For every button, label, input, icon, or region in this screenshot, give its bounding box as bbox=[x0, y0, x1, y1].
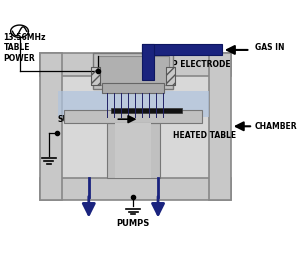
Text: TOP ELECTRODE: TOP ELECTRODE bbox=[160, 60, 230, 69]
Bar bbox=[209, 54, 231, 200]
Bar bbox=[166, 67, 175, 85]
Text: 13.56MHz
TABLE
POWER: 13.56MHz TABLE POWER bbox=[4, 33, 46, 63]
Bar bbox=[98, 56, 169, 85]
Bar bbox=[40, 54, 231, 76]
Bar bbox=[64, 110, 201, 123]
Bar bbox=[40, 54, 231, 200]
Bar bbox=[40, 178, 231, 200]
Bar bbox=[40, 54, 62, 200]
Bar bbox=[91, 67, 100, 85]
Bar bbox=[142, 44, 222, 55]
Text: PUMPS: PUMPS bbox=[117, 219, 150, 229]
Bar bbox=[107, 123, 160, 178]
Bar bbox=[58, 91, 209, 117]
Bar bbox=[102, 83, 164, 93]
Text: CHAMBER: CHAMBER bbox=[255, 122, 297, 131]
Bar bbox=[91, 67, 100, 85]
Text: SUBSTRATE: SUBSTRATE bbox=[58, 115, 108, 124]
Bar bbox=[115, 123, 151, 178]
Bar bbox=[166, 67, 175, 85]
Bar bbox=[49, 60, 222, 191]
Bar bbox=[93, 54, 173, 89]
Bar bbox=[111, 108, 182, 113]
Text: GAS IN: GAS IN bbox=[255, 43, 284, 52]
Text: HEATED TABLE: HEATED TABLE bbox=[173, 131, 236, 140]
Bar bbox=[142, 44, 153, 80]
